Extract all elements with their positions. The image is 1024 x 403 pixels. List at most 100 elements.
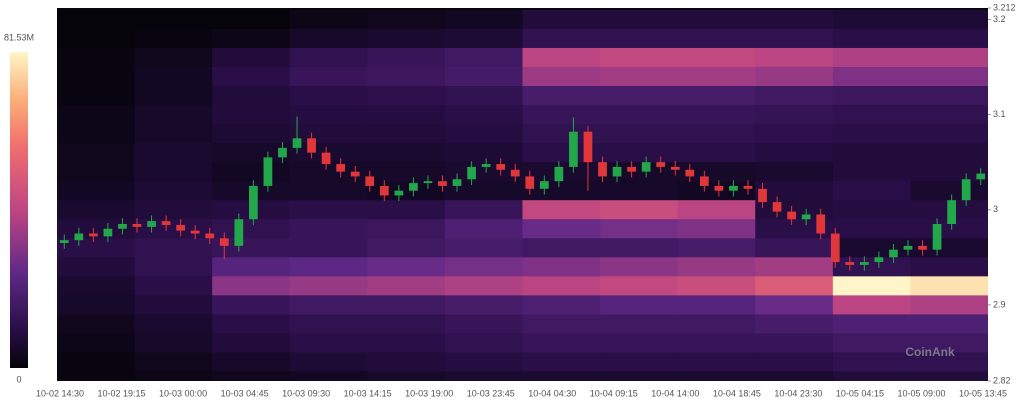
heat-cell (522, 314, 601, 334)
heat-cell (677, 105, 756, 125)
heat-cell (134, 28, 213, 49)
x-tick-label: 10-02 19:15 (98, 388, 146, 398)
heat-cell (444, 47, 523, 68)
heat-cell (444, 105, 523, 125)
heat-cell (910, 28, 988, 49)
heat-cell (600, 219, 679, 239)
heat-cell (57, 314, 136, 334)
heat-cell (367, 9, 446, 30)
heat-cell (910, 238, 988, 258)
heat-cell (134, 105, 213, 125)
heat-cell (57, 9, 136, 30)
heat-cell (600, 143, 679, 163)
candle-body (74, 233, 84, 241)
heat-cell (289, 200, 368, 220)
candle-body (845, 262, 855, 265)
heat-cell (832, 105, 911, 125)
heat-cell (600, 238, 679, 258)
heat-cell (57, 257, 136, 277)
candle-body (103, 228, 113, 237)
heat-cell (522, 352, 601, 372)
x-tick-label: 10-04 09:15 (590, 388, 638, 398)
heat-cell (600, 162, 679, 182)
heat-cell (600, 86, 679, 106)
heat-cell (212, 352, 291, 372)
x-tick-label: 10-03 19:00 (405, 388, 453, 398)
heat-cell (755, 333, 834, 353)
heat-cell (832, 162, 911, 182)
heat-cell (367, 181, 446, 201)
heat-cell (522, 143, 601, 163)
candle-body (961, 179, 971, 201)
heat-cell (910, 181, 988, 201)
candle-body (409, 183, 418, 191)
heat-cell (832, 66, 911, 87)
heat-cell (677, 371, 756, 381)
heat-cell (522, 9, 601, 30)
candle-body (729, 185, 738, 191)
heat-cell (57, 181, 136, 201)
candle-body (510, 169, 520, 177)
x-tick-label: 10-03 09:30 (282, 388, 330, 398)
heat-cell (677, 276, 756, 296)
heat-cell (289, 28, 368, 49)
heat-cell (522, 47, 601, 68)
heat-cell (444, 28, 523, 49)
x-tick-label: 10-02 14:30 (36, 388, 84, 398)
heat-cell (910, 314, 988, 334)
heat-cell (444, 295, 523, 315)
colorbar (10, 52, 28, 368)
heat-cell (832, 314, 911, 334)
heat-cell (134, 181, 213, 201)
heat-cell (289, 66, 368, 87)
heat-cell (367, 333, 446, 353)
heat-cell (57, 105, 136, 125)
x-tick-label: 10-04 23:30 (774, 388, 822, 398)
x-tick-label: 10-04 14:00 (651, 388, 699, 398)
heat-cell (832, 219, 911, 239)
heat-cell (522, 28, 601, 49)
heat-cell (910, 9, 988, 30)
heat-cell (522, 276, 601, 296)
candle-body (394, 190, 404, 196)
heat-cell (755, 238, 834, 258)
x-tick-label: 10-03 14:15 (344, 388, 392, 398)
heat-cell (444, 276, 523, 296)
heat-cell (289, 276, 368, 296)
heat-cell (367, 143, 446, 163)
candle-body (903, 245, 913, 250)
heat-cell (289, 352, 368, 372)
heat-cell (57, 28, 136, 49)
heat-cell (444, 257, 523, 277)
x-tick-label: 10-04 04:30 (528, 388, 576, 398)
heat-cell (755, 28, 834, 49)
heat-cell (677, 66, 756, 87)
candle-body (932, 223, 942, 250)
candle-body (554, 166, 564, 182)
candle-body (438, 181, 447, 186)
heat-cell (910, 105, 988, 125)
heat-cell (367, 47, 446, 68)
heat-cell (134, 295, 213, 315)
heat-cell (57, 276, 136, 296)
heat-cell (212, 162, 291, 182)
heat-cell (57, 200, 136, 220)
heat-cell (910, 371, 988, 381)
heat-cell (832, 143, 911, 163)
heat-cell (832, 47, 911, 68)
y-tick-label: 2.82 (993, 375, 1011, 385)
heat-cell (134, 66, 213, 87)
heatmap (57, 9, 988, 381)
heat-cell (522, 124, 601, 144)
heat-cell (832, 181, 911, 201)
candle-body (321, 152, 331, 165)
heat-cell (212, 47, 291, 68)
heat-cell (522, 66, 601, 87)
heat-cell (57, 162, 136, 182)
x-tick-label: 10-03 00:00 (159, 388, 207, 398)
candle-body (685, 169, 695, 177)
heat-cell (289, 219, 368, 239)
heat-cell (677, 219, 756, 239)
heat-cell (600, 257, 679, 277)
heat-cell (910, 276, 988, 296)
